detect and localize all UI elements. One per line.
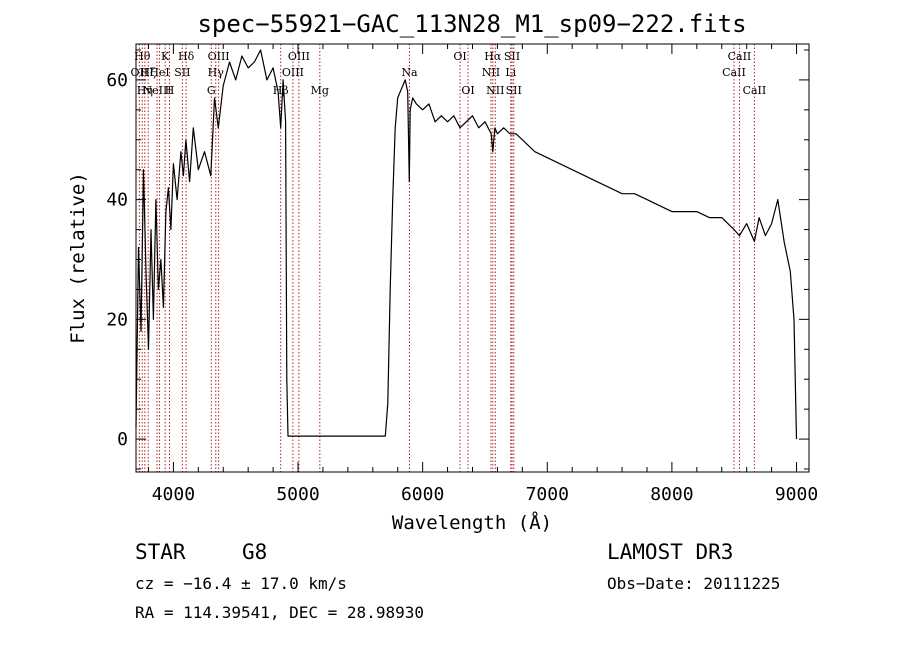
line-label: Na xyxy=(401,66,418,79)
survey-label: LAMOST DR3 xyxy=(607,540,734,564)
object-class: STAR xyxy=(135,540,186,564)
line-label: CaII xyxy=(728,50,752,63)
x-axis-label: Wavelength (Å) xyxy=(392,511,552,534)
y-tick-label: 20 xyxy=(106,309,128,330)
line-label: Hα xyxy=(484,50,502,63)
line-label: NII xyxy=(486,84,504,97)
line-label: Hδ xyxy=(178,50,195,63)
x-tick-label: 8000 xyxy=(650,484,693,505)
line-label: HeI xyxy=(149,66,169,79)
line-label: NeIII xyxy=(142,84,171,97)
line-label: OIII xyxy=(208,50,230,63)
x-tick-label: 9000 xyxy=(775,484,818,505)
line-label: OIII xyxy=(288,50,310,63)
observation-date: Obs−Date: 20111225 xyxy=(607,574,781,593)
line-label: G xyxy=(207,84,216,97)
y-tick-label: 40 xyxy=(106,190,128,211)
line-label: H xyxy=(165,84,175,97)
line-label: Hζ xyxy=(140,66,156,79)
line-label: Hβ xyxy=(273,84,289,97)
line-label: SII xyxy=(506,84,522,97)
line-label: CaII xyxy=(743,84,767,97)
line-label: SII xyxy=(504,50,520,63)
x-tick-label: 4000 xyxy=(152,484,195,505)
line-label: Hθ xyxy=(134,50,151,63)
spectrum-line xyxy=(135,49,798,440)
x-tick-label: 6000 xyxy=(401,484,444,505)
line-label: Li xyxy=(505,66,516,79)
ra-dec: RA = 114.39541, DEC = 28.98930 xyxy=(135,603,424,622)
line-label: OI xyxy=(461,84,474,97)
x-tick-label: 7000 xyxy=(526,484,569,505)
object-subclass: G8 xyxy=(242,540,268,564)
line-label: Hγ xyxy=(208,66,225,79)
line-label: OI xyxy=(453,50,466,63)
line-label: Mg xyxy=(311,84,329,97)
line-label: CaII xyxy=(722,66,746,79)
line-label: NII xyxy=(482,66,500,79)
x-tick-label: 5000 xyxy=(276,484,319,505)
line-label: Hη xyxy=(137,84,153,97)
y-tick-label: 60 xyxy=(106,70,128,91)
chart-title: spec−55921−GAC_113N28_M1_sp09−222.fits xyxy=(197,10,746,38)
y-tick-label: 0 xyxy=(117,429,128,450)
line-label: OII xyxy=(131,66,149,79)
spectrum-chart: spec−55921−GAC_113N28_M1_sp09−222.fits O… xyxy=(67,10,818,534)
plot-frame xyxy=(135,43,810,473)
y-axis-label: Flux (relative) xyxy=(67,172,89,344)
redshift-cz: cz = −16.4 ± 17.0 km/s xyxy=(135,574,347,593)
line-label: OIII xyxy=(282,66,304,79)
line-label: K xyxy=(161,50,170,63)
line-label: SII xyxy=(174,66,190,79)
